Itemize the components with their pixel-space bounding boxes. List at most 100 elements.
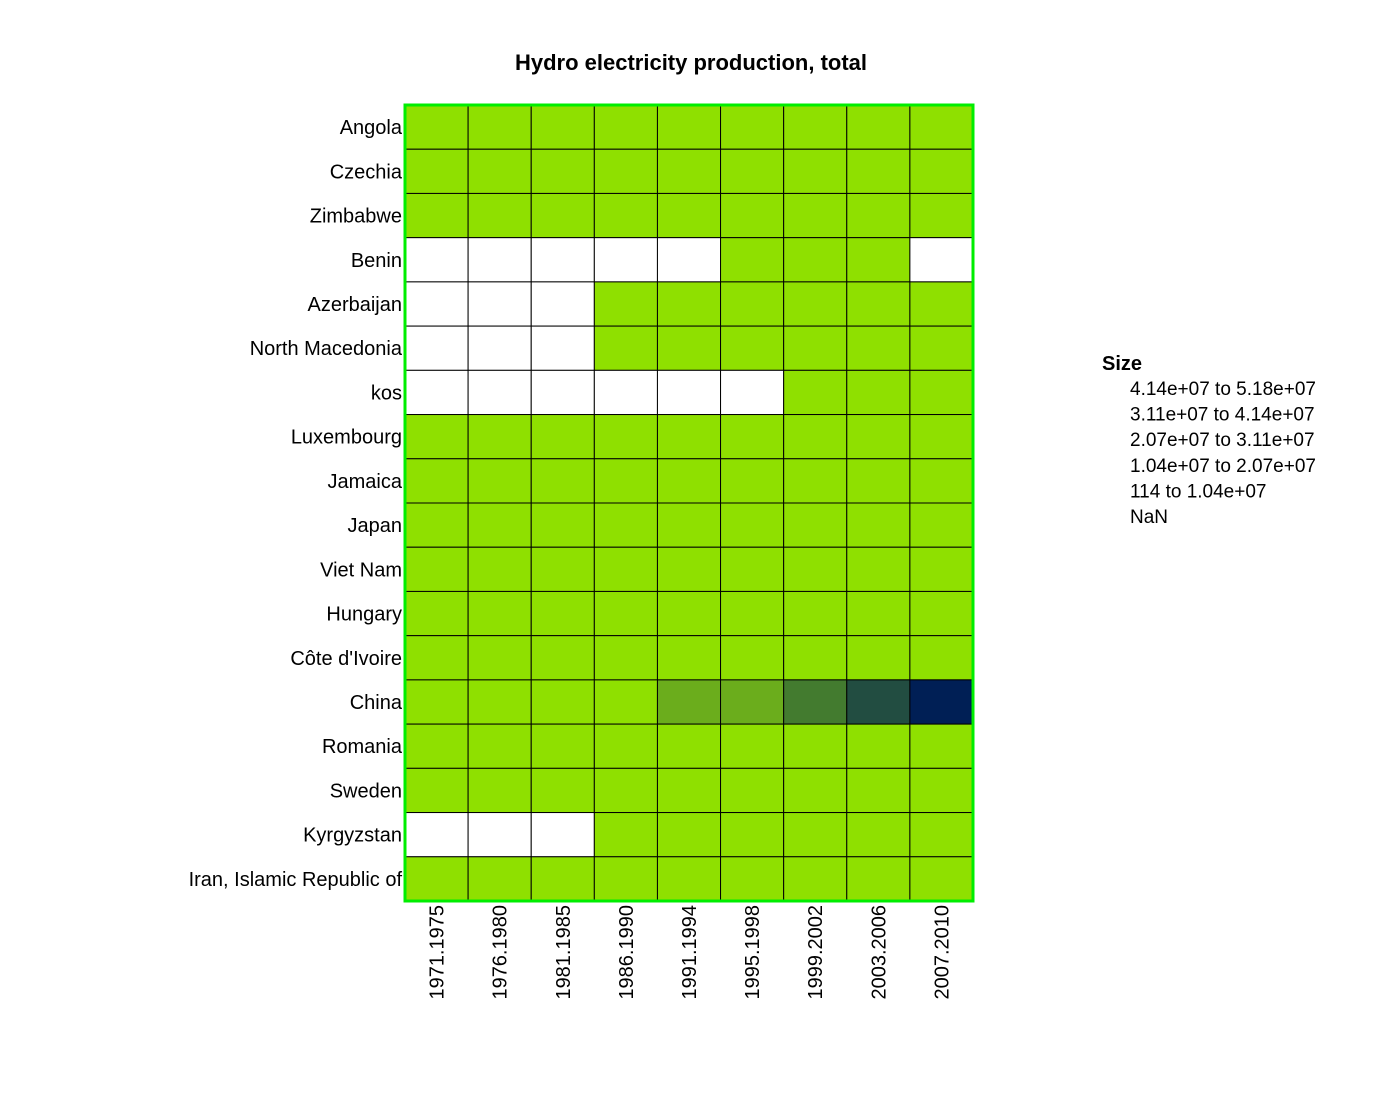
row-label: Czechia <box>330 161 403 183</box>
heatmap-cell <box>846 767 911 814</box>
heatmap-cell <box>530 237 595 283</box>
heatmap-cell <box>593 458 658 504</box>
row-label: Côte d'Ivoire <box>290 648 402 670</box>
heatmap-cell <box>530 502 595 548</box>
heatmap-cell <box>909 237 974 283</box>
heatmap-cell <box>404 458 469 504</box>
heatmap-cell <box>404 679 469 725</box>
heatmap-cell <box>720 325 785 371</box>
heatmap-cell <box>404 856 469 902</box>
heatmap-cell <box>530 369 595 416</box>
heatmap-cell <box>656 812 722 858</box>
heatmap-cell <box>720 237 785 283</box>
heatmap-cell <box>846 856 911 902</box>
heatmap-cell <box>593 502 658 548</box>
heatmap-cell <box>593 192 658 239</box>
heatmap-cell <box>846 458 911 504</box>
heatmap-cell <box>467 192 532 239</box>
column-labels: 1971.1975 1976.1980 1981.1985 1986.1990 1991… <box>427 905 954 1000</box>
heatmap-cell <box>467 546 532 592</box>
heatmap-cell <box>656 414 722 460</box>
row-labels: Angola Czechia Zimbabwe Benin Azerbaijan Nort… <box>189 117 403 891</box>
heatmap-cell <box>783 856 848 902</box>
heatmap-cell <box>656 458 722 504</box>
heatmap-cell <box>467 723 532 769</box>
heatmap-cell <box>846 635 911 681</box>
heatmap-cell <box>404 590 469 637</box>
heatmap-cell <box>593 856 658 902</box>
heatmap-cell <box>909 590 974 637</box>
heatmap-cell <box>720 369 785 416</box>
heatmap-cell <box>656 325 722 371</box>
legend-entries: 4.14e+07 to 5.18e+07 3.11e+07 to 4.14e+07… <box>1130 379 1316 528</box>
heatmap-cell <box>909 546 974 592</box>
row-label: Azerbaijan <box>307 294 402 316</box>
row-label: Romania <box>322 736 403 758</box>
heatmap-cell <box>593 767 658 814</box>
heatmap-cell <box>404 192 469 239</box>
heatmap-cell <box>467 767 532 814</box>
heatmap-cell <box>467 104 532 150</box>
heatmap-cell <box>909 281 974 327</box>
heatmap-cell <box>404 414 469 460</box>
heatmap-cell <box>909 414 974 460</box>
column-label: 1981.1985 <box>553 905 575 1000</box>
heatmap-cell <box>467 369 532 416</box>
heatmap-cell <box>656 281 722 327</box>
heatmap-cell <box>530 104 595 150</box>
heatmap-cell <box>404 148 469 194</box>
heatmap-cell <box>656 635 722 681</box>
heatmap-cell <box>783 679 848 725</box>
heatmap-cell <box>656 148 722 194</box>
heatmap-cell <box>467 679 532 725</box>
legend-entry: 3.11e+07 to 4.14e+07 <box>1130 405 1315 426</box>
heatmap-cell <box>783 281 848 327</box>
row-label: Benin <box>351 250 402 272</box>
heatmap-cell <box>909 325 974 371</box>
heatmap-cell <box>467 325 532 371</box>
heatmap-cell <box>467 237 532 283</box>
heatmap-cell <box>404 635 469 681</box>
heatmap-cell <box>530 723 595 769</box>
heatmap-cell <box>530 679 595 725</box>
row-label: North Macedonia <box>250 338 403 360</box>
heatmap-cell <box>593 723 658 769</box>
heatmap-cell <box>720 767 785 814</box>
heatmap-cell <box>783 458 848 504</box>
heatmap-cell <box>909 458 974 504</box>
heatmap-cell <box>467 458 532 504</box>
row-label: Kyrgyzstan <box>303 825 402 847</box>
heatmap-cell <box>404 502 469 548</box>
heatmap-cell <box>530 767 595 814</box>
heatmap-cell <box>467 148 532 194</box>
heatmap-cell <box>846 281 911 327</box>
heatmap-cell <box>909 679 974 725</box>
heatmap-cell <box>467 590 532 637</box>
heatmap-cell <box>720 546 785 592</box>
row-label: kos <box>371 382 402 404</box>
column-label: 2007.2010 <box>931 905 953 1000</box>
heatmap-cell <box>846 502 911 548</box>
heatmap-cell <box>530 546 595 592</box>
heatmap-cell <box>593 369 658 416</box>
legend-entry: NaN <box>1130 507 1168 528</box>
heatmap-cell <box>720 856 785 902</box>
heatmap-cell <box>909 104 974 150</box>
heatmap-cell <box>909 192 974 239</box>
heatmap-cell <box>467 856 532 902</box>
legend: Size 4.14e+07 to 5.18e+07 3.11e+07 to 4.1… <box>1102 353 1316 528</box>
heatmap-cell <box>656 104 722 150</box>
heatmap-cell <box>404 281 469 327</box>
heatmap-cell <box>720 414 785 460</box>
heatmap-cell <box>720 148 785 194</box>
heatmap-cell <box>593 635 658 681</box>
heatmap-cell <box>530 281 595 327</box>
legend-entry: 2.07e+07 to 3.11e+07 <box>1130 430 1315 451</box>
heatmap-cell <box>404 325 469 371</box>
heatmap-cell <box>846 192 911 239</box>
heatmap-cell <box>783 237 848 283</box>
heatmap-cell <box>720 679 785 725</box>
heatmap-cell <box>656 723 722 769</box>
legend-entry: 4.14e+07 to 5.18e+07 <box>1130 379 1316 400</box>
heatmap-cell <box>909 369 974 416</box>
